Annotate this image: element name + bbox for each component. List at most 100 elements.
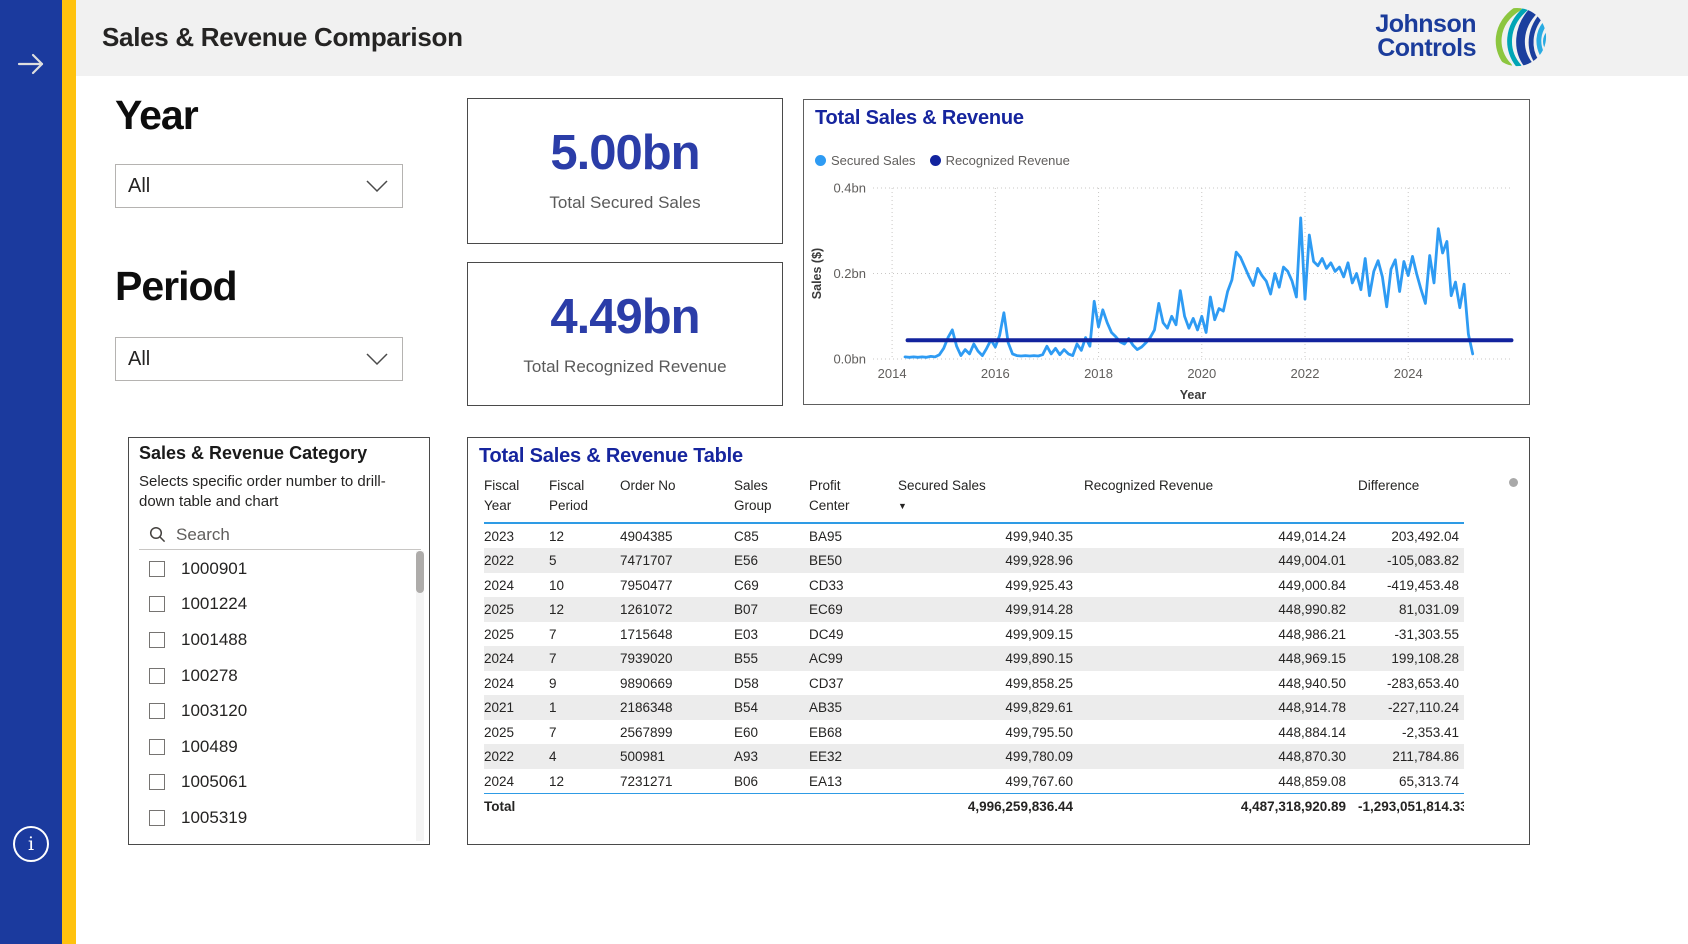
table-cell: 2567899 bbox=[620, 724, 673, 740]
table-cell: 499,795.50 bbox=[1005, 724, 1073, 740]
table-cell: 499,925.43 bbox=[1005, 577, 1073, 593]
column-header-difference[interactable]: Difference bbox=[1358, 474, 1464, 524]
column-header-order-no[interactable]: Order No bbox=[620, 474, 734, 524]
table-cell: 499,767.60 bbox=[1005, 773, 1073, 789]
table-cell: 7231271 bbox=[620, 773, 673, 789]
expand-pane-button[interactable] bbox=[0, 40, 62, 88]
column-header-fiscal-year[interactable]: Fiscal Year bbox=[484, 474, 549, 524]
sales-revenue-line-chart: 2014 2016 2018 2020 2022 2024 0.0bn 0.2bn 0.4bn S… bbox=[810, 181, 1514, 402]
period-slicer-label: Period bbox=[115, 263, 238, 309]
legend-dot-icon bbox=[929, 155, 941, 166]
table-cell: 448,870.30 bbox=[1084, 744, 1358, 769]
table-cell: 1715648 bbox=[620, 626, 673, 642]
column-header-recognized-revenue[interactable]: Recognized Revenue bbox=[1084, 474, 1358, 524]
list-item[interactable]: 100278 bbox=[139, 658, 413, 694]
list-item[interactable] bbox=[139, 836, 413, 844]
total-cell bbox=[734, 793, 809, 819]
table-cell: 9890669 bbox=[620, 675, 673, 691]
table-scrollbar-dot[interactable] bbox=[1509, 478, 1518, 487]
column-header-fiscal-period[interactable]: Fiscal Period bbox=[549, 474, 620, 524]
total-cell: Total bbox=[484, 793, 549, 819]
list-scrollbar[interactable] bbox=[416, 551, 424, 841]
svg-text:0.4bn: 0.4bn bbox=[833, 181, 866, 196]
slicer-search-row bbox=[139, 520, 421, 550]
page-title: Sales & Revenue Comparison bbox=[102, 22, 463, 52]
table-cell: 65,313.74 bbox=[1398, 773, 1459, 789]
table-cell: 7950477 bbox=[620, 577, 673, 593]
info-icon: i bbox=[13, 826, 49, 862]
table-cell: CD33 bbox=[809, 577, 844, 593]
legend-item-recognized-revenue[interactable]: Recognized Revenue bbox=[929, 153, 1070, 168]
logo-line2: Controls bbox=[1377, 34, 1476, 62]
column-header-sales-group[interactable]: Sales Group bbox=[734, 474, 809, 524]
period-dropdown[interactable]: All bbox=[115, 337, 403, 381]
checkbox[interactable] bbox=[149, 560, 165, 577]
kpi-value: 4.49bn bbox=[550, 290, 700, 344]
table-cell: E56 bbox=[734, 548, 809, 573]
table-cell: 12 bbox=[549, 773, 565, 789]
checkbox[interactable] bbox=[149, 596, 165, 613]
table-cell: -283,653.40 bbox=[1386, 675, 1459, 691]
list-item[interactable]: 1003120 bbox=[139, 693, 413, 729]
table-cell: 499,914.28 bbox=[898, 597, 1084, 622]
info-button[interactable]: i bbox=[0, 820, 62, 868]
checkbox[interactable] bbox=[149, 738, 165, 755]
checkbox[interactable] bbox=[149, 809, 165, 826]
search-input[interactable] bbox=[176, 524, 376, 545]
table-cell: 2022 bbox=[484, 744, 549, 769]
list-item[interactable]: 1000901 bbox=[139, 551, 413, 587]
table-cell: 499,928.96 bbox=[898, 548, 1084, 573]
list-item-label: 1001488 bbox=[181, 629, 248, 649]
year-dropdown[interactable]: All bbox=[115, 164, 403, 208]
table-cell: AC99 bbox=[809, 646, 898, 671]
table-cell: 499,890.15 bbox=[898, 646, 1084, 671]
table-cell: 2025 bbox=[484, 597, 549, 622]
column-header-secured-sales[interactable]: Secured Sales ▼ bbox=[898, 474, 1084, 524]
table-cell: 7 bbox=[549, 626, 557, 642]
table-cell: 5 bbox=[549, 548, 620, 573]
table-cell: -227,110.24 bbox=[1358, 695, 1464, 720]
table-cell: 2023 bbox=[484, 528, 515, 544]
legend-dot-icon bbox=[815, 155, 826, 166]
list-item[interactable]: 100489 bbox=[139, 729, 413, 765]
total-cell bbox=[549, 793, 620, 819]
table-cell: B55 bbox=[734, 646, 809, 671]
svg-text:2018: 2018 bbox=[1084, 366, 1113, 381]
table-cell: EB68 bbox=[809, 724, 843, 740]
svg-text:2014: 2014 bbox=[878, 366, 907, 381]
table-cell: 7471707 bbox=[620, 548, 734, 573]
checkbox[interactable] bbox=[149, 774, 165, 791]
list-scrollbar-thumb[interactable] bbox=[416, 551, 424, 593]
legend-item-secured-sales[interactable]: Secured Sales bbox=[815, 153, 916, 168]
table-cell: 4 bbox=[549, 744, 620, 769]
table-cell: 449,004.01 bbox=[1084, 548, 1358, 573]
column-header-profit-center[interactable]: Profit Center bbox=[809, 474, 898, 524]
johnson-controls-globe-icon bbox=[1495, 7, 1547, 67]
table-row: 2022 5 7471707 E56 BE50 499,928.96 449,004.01-… bbox=[484, 548, 1464, 573]
list-item[interactable]: 1001488 bbox=[139, 622, 413, 658]
checkbox[interactable] bbox=[149, 667, 165, 684]
johnson-controls-wordmark: Johnson Controls bbox=[1375, 12, 1476, 62]
list-item[interactable]: 1005061 bbox=[139, 765, 413, 801]
checkbox[interactable] bbox=[149, 631, 165, 648]
table-cell: 2186348 bbox=[620, 695, 734, 720]
list-item[interactable]: 1005319 bbox=[139, 800, 413, 836]
table-cell: -2,353.41 bbox=[1401, 724, 1459, 740]
table-cell: 448,969.15 bbox=[1084, 646, 1358, 671]
checkbox[interactable] bbox=[149, 703, 165, 720]
table-cell: B07 bbox=[734, 597, 809, 622]
list-item[interactable]: 1001224 bbox=[139, 587, 413, 623]
table-cell: 9 bbox=[549, 675, 557, 691]
table-cell: C85 bbox=[734, 528, 759, 544]
kpi-value: 5.00bn bbox=[550, 126, 700, 180]
sales-revenue-category-slicer: Sales & Revenue Category Selects specifi… bbox=[128, 437, 430, 845]
table-cell: 12 bbox=[549, 597, 620, 622]
table-cell: C69 bbox=[734, 577, 759, 593]
table-cell: DC49 bbox=[809, 626, 844, 642]
table-cell: -105,083.82 bbox=[1358, 548, 1464, 573]
table-row: 2022 4 500981 A93 EE32 499,780.09 448,870.30 21… bbox=[484, 744, 1464, 769]
year-dropdown-value: All bbox=[128, 174, 151, 197]
table-cell: 448,914.78 bbox=[1084, 695, 1358, 720]
table-cell: 203,492.04 bbox=[1391, 528, 1459, 544]
svg-text:Year: Year bbox=[1180, 388, 1207, 402]
